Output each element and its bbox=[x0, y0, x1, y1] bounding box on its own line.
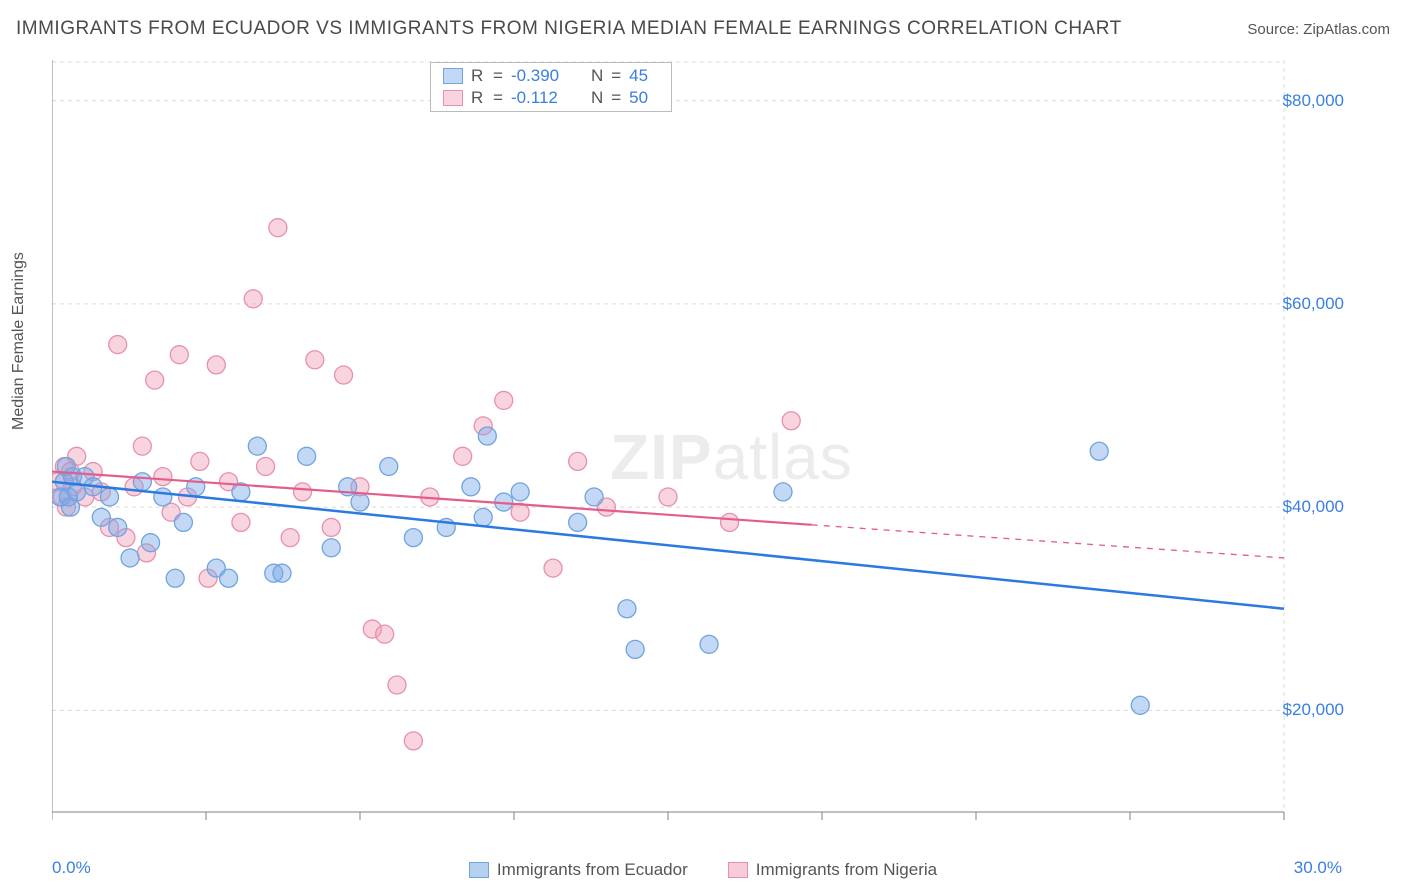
legend-swatch bbox=[443, 90, 463, 106]
eq-sign: = bbox=[611, 66, 621, 86]
eq-sign: = bbox=[493, 88, 503, 108]
chart-title: IMMIGRANTS FROM ECUADOR VS IMMIGRANTS FR… bbox=[16, 18, 1122, 40]
n-label: N bbox=[591, 66, 603, 86]
source: Source: ZipAtlas.com bbox=[1247, 21, 1390, 38]
correlation-legend: R = -0.390 N = 45 R = -0.112 N = 50 bbox=[430, 62, 672, 112]
source-label: Source: bbox=[1247, 21, 1299, 38]
eq-sign: = bbox=[493, 66, 503, 86]
y-tick-label: $40,000 bbox=[1283, 497, 1344, 517]
legend-swatch bbox=[728, 862, 748, 878]
y-tick-label: $80,000 bbox=[1283, 91, 1344, 111]
r-label: R bbox=[471, 88, 485, 108]
header-row: IMMIGRANTS FROM ECUADOR VS IMMIGRANTS FR… bbox=[16, 18, 1390, 40]
legend-item: Immigrants from Ecuador bbox=[469, 860, 688, 880]
legend-item: Immigrants from Nigeria bbox=[728, 860, 937, 880]
y-tick-label: $60,000 bbox=[1283, 294, 1344, 314]
y-axis-label: Median Female Earnings bbox=[10, 252, 28, 430]
r-label: R bbox=[471, 66, 485, 86]
series-legend: Immigrants from Ecuador Immigrants from N… bbox=[0, 860, 1406, 880]
corr-legend-row: R = -0.390 N = 45 bbox=[431, 65, 671, 87]
r-value: -0.390 bbox=[511, 66, 577, 86]
y-tick-label: $20,000 bbox=[1283, 700, 1344, 720]
watermark: ZIPatlas bbox=[610, 420, 853, 494]
n-value: 50 bbox=[629, 88, 659, 108]
corr-legend-row: R = -0.112 N = 50 bbox=[431, 87, 671, 109]
legend-swatch bbox=[469, 862, 489, 878]
n-value: 45 bbox=[629, 66, 659, 86]
r-value: -0.112 bbox=[511, 88, 577, 108]
n-label: N bbox=[591, 88, 603, 108]
legend-label: Immigrants from Nigeria bbox=[756, 860, 937, 880]
eq-sign: = bbox=[611, 88, 621, 108]
legend-swatch bbox=[443, 68, 463, 84]
legend-label: Immigrants from Ecuador bbox=[497, 860, 688, 880]
source-link[interactable]: ZipAtlas.com bbox=[1303, 21, 1390, 38]
